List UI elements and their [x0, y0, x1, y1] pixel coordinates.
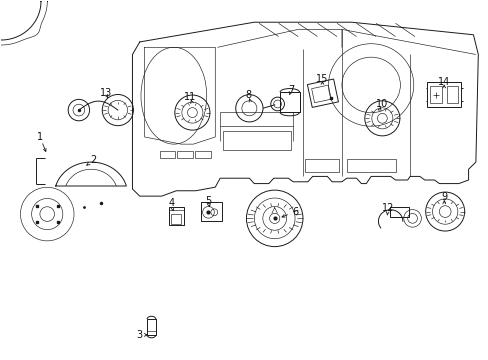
Bar: [171, 214, 181, 224]
Text: 8: 8: [245, 90, 251, 100]
Bar: [222, 131, 290, 150]
Text: 12: 12: [381, 203, 394, 213]
Bar: [195, 151, 210, 158]
Bar: [389, 207, 408, 217]
Bar: [305, 159, 339, 172]
Bar: [446, 86, 457, 103]
Text: 2: 2: [90, 155, 97, 165]
Text: 14: 14: [437, 77, 449, 87]
Text: 5: 5: [204, 196, 211, 206]
Text: 9: 9: [440, 192, 447, 202]
Bar: [311, 85, 330, 103]
Text: 11: 11: [183, 92, 196, 102]
Bar: [427, 82, 460, 107]
Text: 10: 10: [375, 99, 387, 109]
Text: 13: 13: [100, 88, 112, 98]
Bar: [201, 202, 221, 221]
Bar: [307, 79, 338, 107]
Bar: [280, 92, 299, 112]
Bar: [160, 151, 175, 158]
Text: 4: 4: [168, 198, 174, 208]
Text: 6: 6: [291, 207, 298, 217]
Text: 7: 7: [287, 85, 294, 95]
Bar: [168, 207, 183, 225]
Text: 15: 15: [316, 74, 328, 84]
Bar: [429, 86, 441, 103]
Text: 1: 1: [37, 132, 43, 142]
Text: 3: 3: [137, 330, 142, 340]
Bar: [147, 319, 156, 335]
Bar: [177, 151, 192, 158]
Bar: [346, 159, 395, 172]
